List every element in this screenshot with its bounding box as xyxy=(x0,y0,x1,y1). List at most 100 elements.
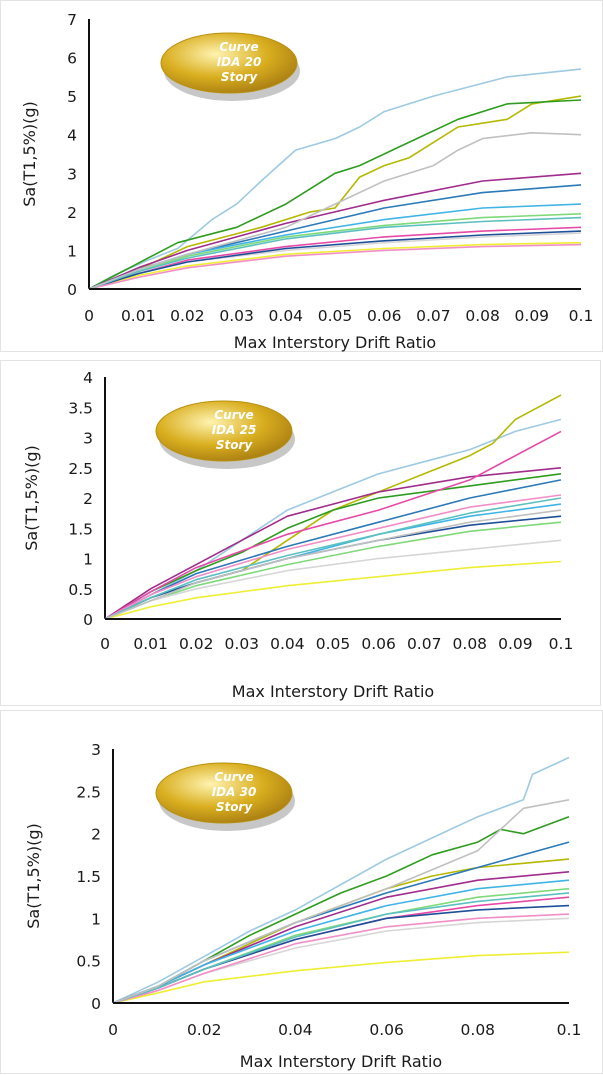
series-line xyxy=(104,560,562,620)
badge-text: IDA 20 xyxy=(217,55,262,69)
x-tick-label: 0.07 xyxy=(407,635,442,653)
y-axis-label: Sa(T1,5%)(g) xyxy=(20,101,39,207)
series-line xyxy=(88,95,582,290)
x-axis-label: Max Interstory Drift Ratio xyxy=(232,682,434,701)
x-tick-label: 0.08 xyxy=(461,1021,496,1039)
x-tick-label: 0 xyxy=(100,635,110,653)
y-tick-label: 2 xyxy=(83,490,93,508)
badge-text: Curve xyxy=(214,770,253,784)
y-tick-label: 2.5 xyxy=(68,460,93,478)
x-tick-label: 0.09 xyxy=(498,635,533,653)
series-line xyxy=(112,951,570,1004)
y-tick-label: 2 xyxy=(91,826,101,844)
x-tick-label: 0.07 xyxy=(416,307,451,325)
x-tick-label: 0.06 xyxy=(369,1021,404,1039)
x-tick-label: 0.04 xyxy=(269,307,304,325)
badge-text: Story xyxy=(216,438,254,452)
y-tick-label: 4 xyxy=(67,127,77,145)
x-tick-label: 0.1 xyxy=(549,635,574,653)
series-line xyxy=(112,892,570,1004)
chart-svg: 0 0.01 0.02 0.03 0.04 0.05 0.06 0.07 0.08 0.09 0.1… xyxy=(22,369,574,701)
y-tick-label: 1.5 xyxy=(76,868,101,886)
badge-text: IDA 25 xyxy=(212,423,257,437)
y-tick-label: 1 xyxy=(91,910,101,928)
series-line xyxy=(104,418,562,620)
ida-chart-20-story: 0 0.01 0.02 0.03 0.04 0.05 0.06 0.07 0.08 0.09 0.1… xyxy=(0,0,603,352)
badge-ellipse xyxy=(160,32,298,94)
badge-text: Curve xyxy=(214,408,253,422)
series-line xyxy=(104,521,562,620)
y-tick-label: 1 xyxy=(67,242,77,260)
x-tick-label: 0.01 xyxy=(133,635,168,653)
badge-text: Curve xyxy=(219,40,258,54)
series-line xyxy=(88,132,582,290)
ida-chart-30-story: 0 0.02 0.04 0.06 0.08 0.1 0 0.5 1 1.5 2 2.5 3 Max Int… xyxy=(0,710,603,1074)
y-tick-label: 4 xyxy=(83,369,93,387)
badge-text: Story xyxy=(216,800,254,814)
series-line xyxy=(88,243,582,290)
y-tick-label: 5 xyxy=(67,88,77,106)
y-tick-label: 0 xyxy=(83,611,93,629)
series-line xyxy=(104,467,562,620)
series-line xyxy=(104,515,562,620)
x-tick-label: 0 xyxy=(84,307,94,325)
y-tick-label: 3 xyxy=(83,430,93,448)
series-line xyxy=(112,799,570,1004)
y-tick-label: 0 xyxy=(67,281,77,299)
series-line xyxy=(88,172,582,290)
series-line xyxy=(88,68,582,290)
y-tick-label: 2.5 xyxy=(76,783,101,801)
x-axis-label: Max Interstory Drift Ratio xyxy=(234,333,436,352)
badge-ellipse xyxy=(155,762,293,824)
series-line xyxy=(88,241,582,290)
x-tick-label: 0.03 xyxy=(219,307,254,325)
series-line xyxy=(112,871,570,1004)
y-tick-label: 2 xyxy=(67,204,77,222)
series-line xyxy=(104,430,562,620)
ida-chart-25-story: 0 0.01 0.02 0.03 0.04 0.05 0.06 0.07 0.08 0.09 0.1… xyxy=(0,360,601,706)
x-tick-label: 0.08 xyxy=(453,635,488,653)
y-tick-label: 3 xyxy=(91,741,101,759)
series-line xyxy=(88,216,582,290)
y-tick-label: 6 xyxy=(67,50,77,68)
series-line xyxy=(112,913,570,1004)
y-tick-label: 0 xyxy=(91,995,101,1013)
y-axis-label: Sa(T1,5%)(g) xyxy=(22,445,41,551)
x-tick-label: 0.1 xyxy=(569,307,594,325)
y-tick-label: 1.5 xyxy=(68,520,93,538)
series-line xyxy=(88,99,582,290)
badge-text: IDA 30 xyxy=(212,785,257,799)
series-line xyxy=(104,509,562,620)
x-tick-label: 0.05 xyxy=(316,635,351,653)
series-line xyxy=(88,230,582,290)
y-tick-label: 3 xyxy=(67,165,77,183)
x-tick-label: 0.04 xyxy=(278,1021,313,1039)
badge-text: Story xyxy=(221,70,259,84)
x-axis-label: Max Interstory Drift Ratio xyxy=(240,1052,442,1071)
x-tick-label: 0.05 xyxy=(318,307,353,325)
x-tick-label: 0.06 xyxy=(361,635,396,653)
series-line xyxy=(104,497,562,620)
x-tick-label: 0.1 xyxy=(557,1021,582,1039)
y-tick-label: 1 xyxy=(83,551,93,569)
y-tick-label: 0.5 xyxy=(68,581,93,599)
series-line xyxy=(112,917,570,1004)
x-tick-label: 0.08 xyxy=(465,307,500,325)
x-tick-label: 0 xyxy=(108,1021,118,1039)
x-tick-label: 0.03 xyxy=(225,635,260,653)
x-tick-label: 0.06 xyxy=(367,307,402,325)
chart-svg: 0 0.01 0.02 0.03 0.04 0.05 0.06 0.07 0.08 0.09 0.1… xyxy=(20,11,594,352)
badge-ellipse xyxy=(155,400,293,462)
x-tick-label: 0.02 xyxy=(170,307,205,325)
y-tick-label: 7 xyxy=(67,11,77,29)
x-tick-label: 0.02 xyxy=(179,635,214,653)
x-tick-label: 0.09 xyxy=(515,307,550,325)
y-tick-label: 0.5 xyxy=(76,953,101,971)
x-tick-label: 0.02 xyxy=(187,1021,222,1039)
x-tick-label: 0.01 xyxy=(121,307,156,325)
y-tick-label: 3.5 xyxy=(68,399,93,417)
chart-svg: 0 0.02 0.04 0.06 0.08 0.1 0 0.5 1 1.5 2 2.5 3 Max Int… xyxy=(24,741,582,1071)
series-line xyxy=(104,494,562,620)
y-axis-label: Sa(T1,5%)(g) xyxy=(24,823,43,929)
series-line xyxy=(112,756,570,1004)
